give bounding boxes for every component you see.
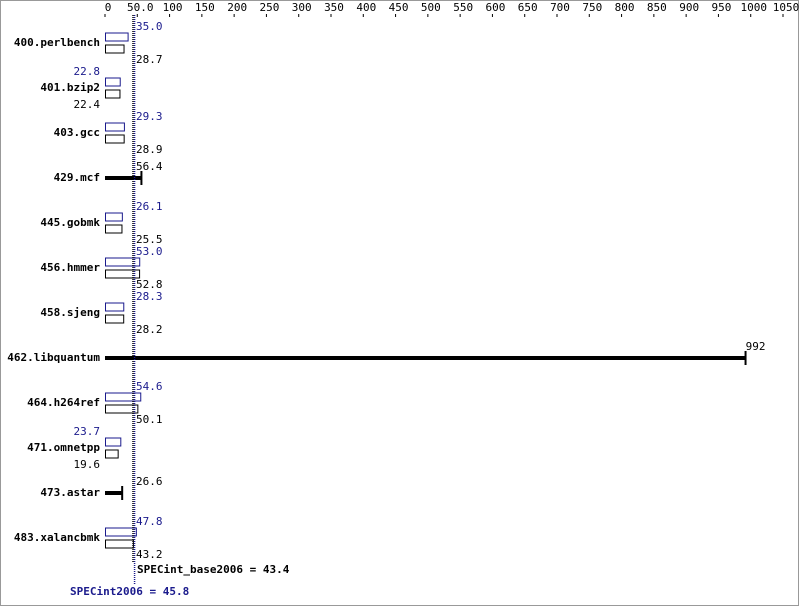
value-label: 52.8 [136, 278, 163, 291]
category-label: 458.sjeng [40, 306, 100, 319]
x-tick-label: 950 [711, 1, 731, 14]
bar [105, 32, 129, 42]
x-tick-label: 150 [195, 1, 215, 14]
bar [105, 392, 142, 402]
x-tick-label: 250 [259, 1, 279, 14]
value-label: 28.3 [136, 290, 163, 303]
reference-label: SPECint_base2006 = 43.4 [137, 563, 290, 576]
value-label: 26.6 [136, 475, 163, 488]
value-label: 28.9 [136, 143, 163, 156]
x-tick-label: 1050 [773, 1, 799, 14]
bar [105, 527, 137, 537]
bar [105, 176, 142, 180]
bar [105, 269, 141, 279]
bar [105, 224, 123, 234]
category-label: 483.xalancbmk [14, 531, 100, 544]
bar [105, 302, 125, 312]
x-tick-label: 650 [518, 1, 538, 14]
value-label: 56.4 [136, 160, 163, 173]
bar [105, 134, 125, 144]
category-label: 400.perlbench [14, 36, 100, 49]
category-label: 429.mcf [54, 171, 100, 184]
x-tick-label: 1000 [740, 1, 767, 14]
bar [105, 257, 141, 267]
category-label: 462.libquantum [7, 351, 100, 364]
bar [105, 449, 119, 459]
value-label: 19.6 [74, 458, 101, 471]
reference-label: SPECint2006 = 45.8 [70, 585, 189, 598]
value-label: 23.7 [74, 425, 101, 438]
x-tick-label: 600 [485, 1, 505, 14]
value-label: 992 [746, 340, 766, 353]
bar [105, 437, 122, 447]
x-tick-label: 200 [227, 1, 247, 14]
bar [105, 44, 125, 54]
value-label: 35.0 [136, 20, 163, 33]
value-label: 26.1 [136, 200, 163, 213]
x-tick-label: 750 [582, 1, 602, 14]
x-tick-label: 700 [550, 1, 570, 14]
x-tick-label: 450 [389, 1, 409, 14]
value-label: 47.8 [136, 515, 163, 528]
x-tick-label: 850 [647, 1, 667, 14]
value-label: 28.7 [136, 53, 163, 66]
value-label: 54.6 [136, 380, 163, 393]
category-label: 456.hmmer [40, 261, 100, 274]
value-label: 22.8 [74, 65, 101, 78]
bar [105, 122, 125, 132]
value-label: 43.2 [136, 548, 163, 561]
category-label: 445.gobmk [40, 216, 100, 229]
value-label: 28.2 [136, 323, 163, 336]
x-tick-label: 50.0 [127, 1, 154, 14]
x-tick-label: 350 [324, 1, 344, 14]
category-label: 464.h264ref [27, 396, 100, 409]
x-tick-label: 900 [679, 1, 699, 14]
category-label: 401.bzip2 [40, 81, 100, 94]
category-label: 403.gcc [54, 126, 100, 139]
x-tick-label: 0 [105, 1, 112, 14]
bar [105, 491, 123, 495]
bar [105, 77, 121, 87]
value-label: 29.3 [136, 110, 163, 123]
x-tick-label: 400 [356, 1, 376, 14]
bar [105, 212, 123, 222]
category-label: 471.omnetpp [27, 441, 100, 454]
bar [105, 356, 746, 360]
x-tick-label: 300 [292, 1, 312, 14]
bar [105, 89, 121, 99]
x-tick-label: 100 [163, 1, 183, 14]
value-label: 50.1 [136, 413, 163, 426]
bar [105, 314, 125, 324]
value-label: 53.0 [136, 245, 163, 258]
x-tick-label: 550 [453, 1, 473, 14]
value-label: 25.5 [136, 233, 163, 246]
x-tick-label: 800 [615, 1, 635, 14]
value-label: 22.4 [74, 98, 101, 111]
x-tick-label: 500 [421, 1, 441, 14]
category-label: 473.astar [40, 486, 100, 499]
bar [105, 404, 139, 414]
